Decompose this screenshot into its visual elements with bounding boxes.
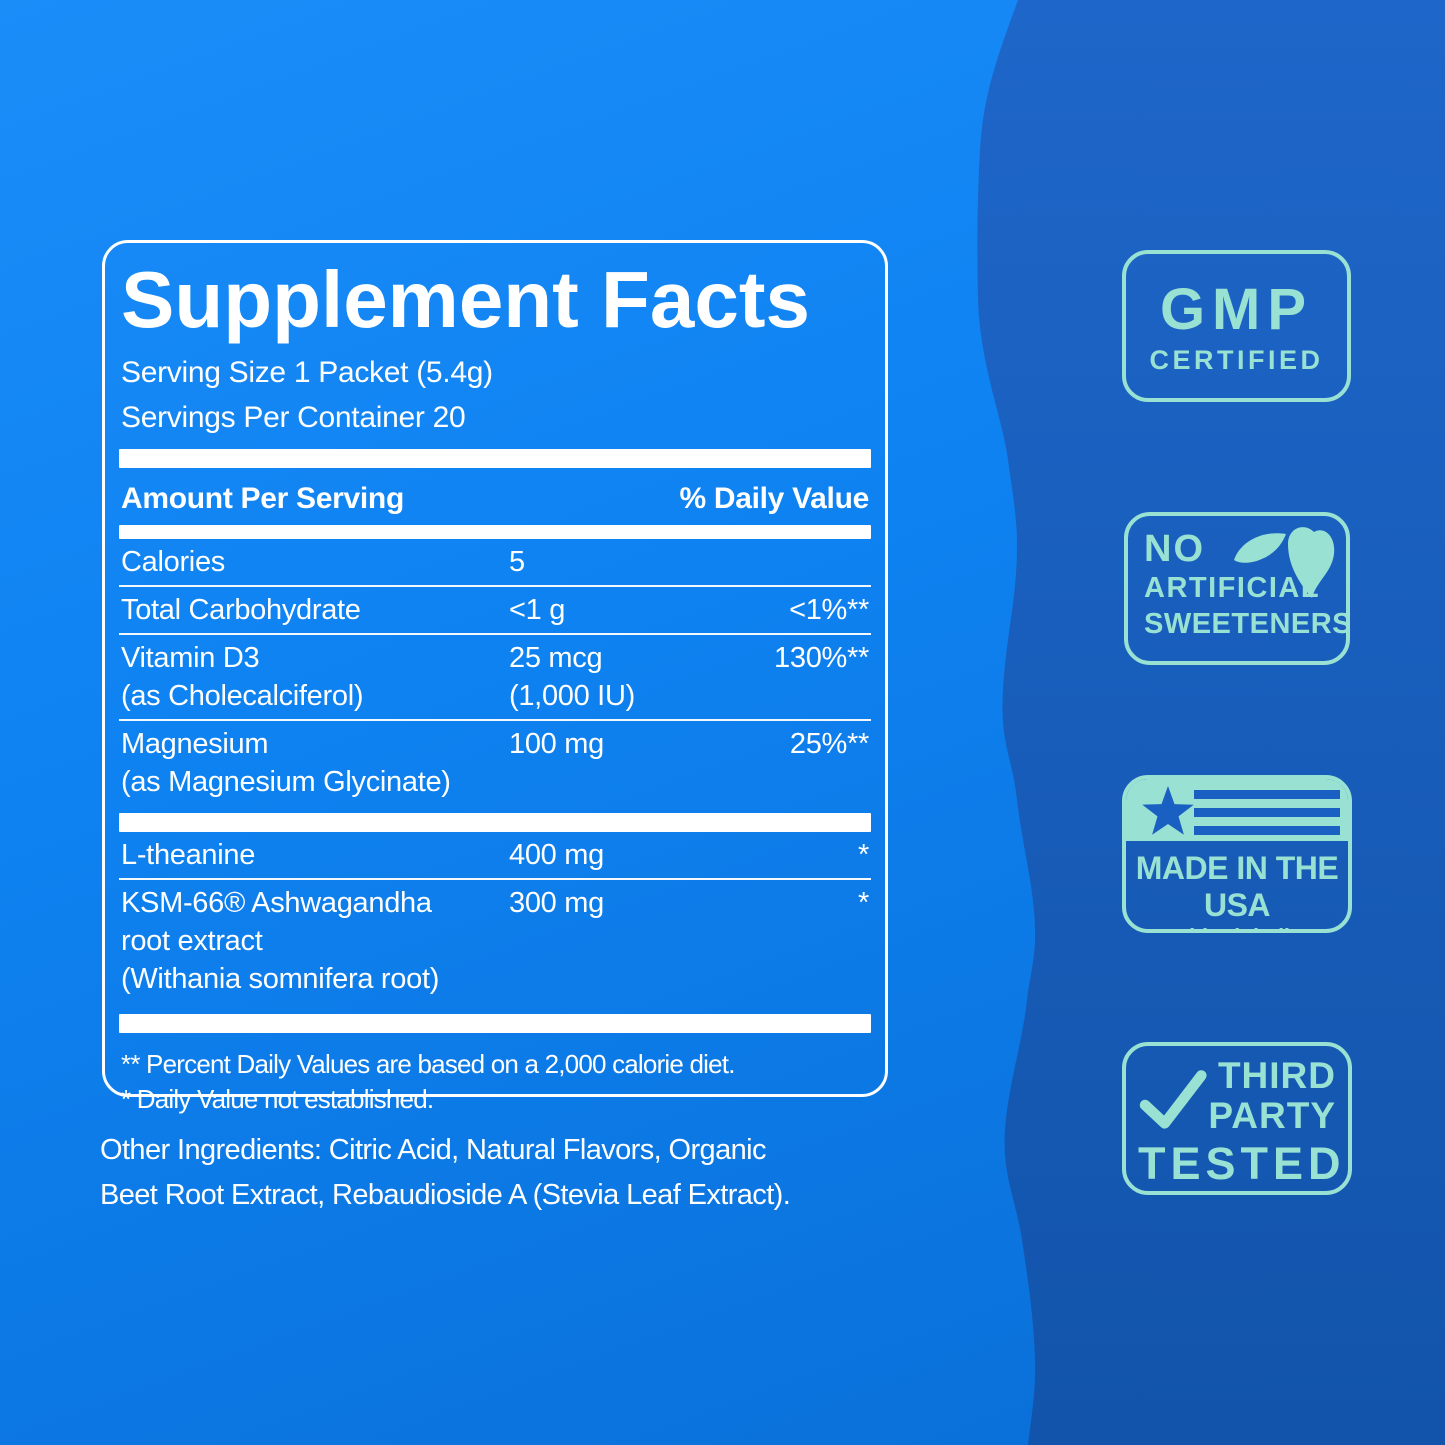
third-party-tested-badge: THIRD PARTY TESTED — [1122, 1042, 1352, 1195]
gmp-title: GMP — [1159, 277, 1314, 342]
supplement-facts-panel: Supplement Facts Serving Size 1 Packet (… — [102, 240, 888, 1114]
noart-line2: ARTIFICIAL — [1144, 572, 1321, 604]
nutrient-dv: <1%** — [789, 594, 869, 627]
no-artificial-sweeteners-badge: NO ARTIFICIAL SWEETENERS — [1124, 512, 1350, 665]
nutrient-amount: 400 mg — [509, 839, 604, 872]
flag-stripe — [1194, 808, 1340, 817]
nutrient-dv: 25%** — [789, 728, 869, 761]
table-row: KSM-66® Ashwagandha root extract (Withan… — [119, 878, 871, 1002]
third-line2: PARTY — [1208, 1095, 1336, 1136]
header-daily-value: % Daily Value — [679, 482, 869, 516]
separator-bar — [119, 449, 871, 469]
gmp-certified-badge: GMP CERTIFIED — [1122, 250, 1351, 402]
made-in-usa-badge: MADE IN THE USA with globally sourced in… — [1122, 775, 1352, 933]
footnote-not-established: * Daily Value not established. — [121, 1084, 434, 1115]
third-line3: TESTED — [1138, 1138, 1346, 1189]
servings-per-container: Servings Per Container 20 — [121, 401, 466, 435]
third-line1: THIRD — [1217, 1055, 1336, 1096]
nutrient-dv: * — [858, 839, 869, 872]
table-row: Magnesium (as Magnesium Glycinate) 100 m… — [119, 719, 871, 805]
nutrient-name: L-theanine — [121, 839, 256, 872]
wave-divider — [977, 0, 1445, 1445]
usa-title: MADE IN THE USA — [1135, 850, 1339, 923]
nutrient-dv: 130%** — [774, 642, 869, 675]
nutrient-amount: 300 mg — [509, 887, 604, 920]
panel-title: Supplement Facts — [121, 255, 811, 344]
nutrient-group-main: Calories 5 Total Carbohydrate <1 g <1%**… — [119, 539, 871, 805]
nutrient-name: KSM-66® Ashwagandha root extract (Withan… — [121, 887, 440, 996]
nutrient-amount: <1 g — [509, 594, 566, 627]
serving-size: Serving Size 1 Packet (5.4g) — [121, 356, 493, 390]
leaves-icon — [1234, 527, 1335, 598]
separator-bar — [119, 1014, 871, 1034]
gmp-subtitle: CERTIFIED — [1149, 345, 1324, 375]
nutrient-amount: 100 mg — [509, 728, 604, 761]
table-row: L-theanine 400 mg * — [119, 832, 871, 878]
noart-line1: NO — [1144, 528, 1205, 570]
nutrient-dv — [747, 543, 869, 581]
flag-stripe — [1194, 790, 1340, 799]
usa-flag-icon — [1126, 779, 1348, 841]
header-amount-per-serving: Amount Per Serving — [121, 482, 404, 516]
separator-bar — [119, 813, 871, 833]
noart-line3: SWEETENERS — [1144, 608, 1350, 640]
other-ingredients: Other Ingredients: Citric Acid, Natural … — [100, 1128, 880, 1218]
table-row: Vitamin D3 (as Cholecalciferol) 25 mcg (… — [119, 633, 871, 719]
table-header: Amount Per Serving % Daily Value — [117, 468, 873, 525]
footnote-daily-values: ** Percent Daily Values are based on a 2… — [121, 1049, 735, 1080]
nutrient-name: Calories — [121, 546, 225, 579]
star-icon — [1142, 786, 1194, 835]
table-row: Total Carbohydrate <1 g <1%** — [119, 585, 871, 633]
nutrient-name: Total Carbohydrate — [121, 594, 361, 627]
usa-sub1: with globally — [1126, 924, 1348, 929]
flag-stripe — [1194, 826, 1340, 835]
nutrient-dv: * — [858, 887, 869, 920]
nutrient-amount: 25 mcg (1,000 IU) — [509, 642, 635, 713]
nutrient-group-blend: L-theanine 400 mg * KSM-66® Ashwagandha … — [119, 832, 871, 1002]
nutrient-amount: 5 — [509, 546, 525, 579]
table-row: Calories 5 — [119, 539, 871, 585]
other-ingredients-line1: Other Ingredients: Citric Acid, Natural … — [100, 1134, 766, 1166]
nutrient-name: Magnesium (as Magnesium Glycinate) — [121, 728, 451, 799]
checkmark-icon — [1139, 1070, 1207, 1129]
nutrient-name: Vitamin D3 (as Cholecalciferol) — [121, 642, 364, 713]
separator-bar — [119, 525, 871, 540]
other-ingredients-line2: Beet Root Extract, Rebaudioside A (Stevi… — [100, 1179, 791, 1211]
